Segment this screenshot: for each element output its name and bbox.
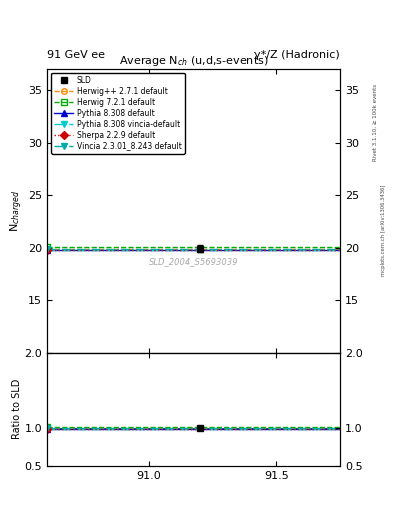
Text: Rivet 3.1.10, ≥ 100k events: Rivet 3.1.10, ≥ 100k events xyxy=(373,84,378,161)
Legend: SLD, Herwig++ 2.7.1 default, Herwig 7.2.1 default, Pythia 8.308 default, Pythia : SLD, Herwig++ 2.7.1 default, Herwig 7.2.… xyxy=(51,73,185,154)
Text: 91 GeV ee: 91 GeV ee xyxy=(47,50,105,60)
Text: mcplots.cern.ch [arXiv:1306.3436]: mcplots.cern.ch [arXiv:1306.3436] xyxy=(381,185,386,276)
Title: Average N$_{ch}$ (u,d,s-events): Average N$_{ch}$ (u,d,s-events) xyxy=(119,54,268,68)
Y-axis label: Ratio to SLD: Ratio to SLD xyxy=(12,379,22,439)
Text: γ*/Z (Hadronic): γ*/Z (Hadronic) xyxy=(254,50,340,60)
Text: SLD_2004_S5693039: SLD_2004_S5693039 xyxy=(149,258,238,266)
Y-axis label: N$_{charged}$: N$_{charged}$ xyxy=(9,189,26,232)
